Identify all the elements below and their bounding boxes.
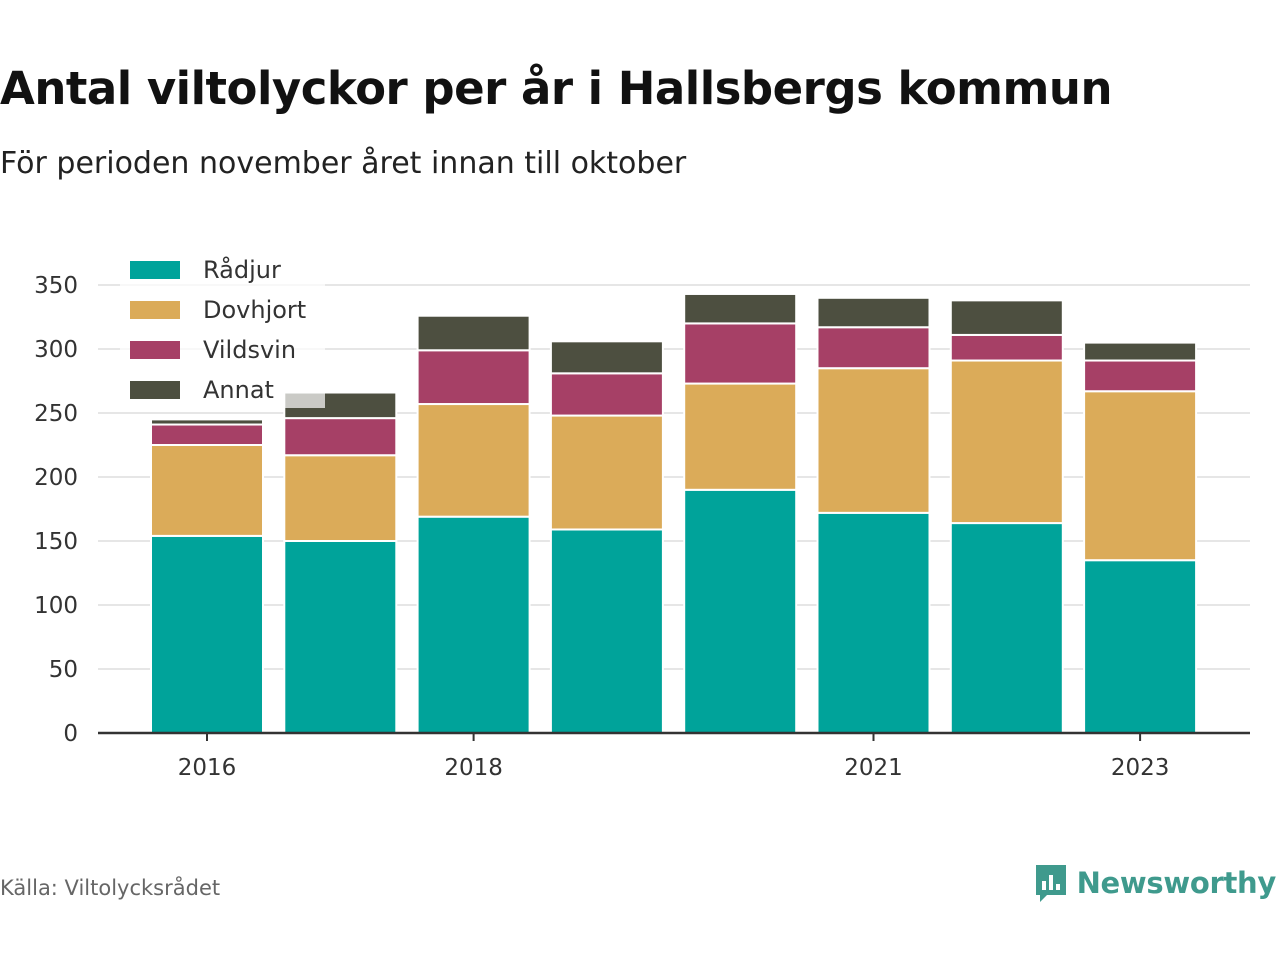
bar-segment <box>283 417 398 457</box>
source-note: Källa: Viltolycksrådet <box>0 876 221 900</box>
bar-segment <box>549 372 664 417</box>
bar-stack <box>1083 341 1198 735</box>
bar-stack <box>949 299 1064 734</box>
bar-segment <box>1083 559 1198 735</box>
y-tick-label: 100 <box>34 593 78 619</box>
bar-segment <box>283 454 398 543</box>
y-tick-label: 150 <box>34 529 78 555</box>
bar-segment <box>683 322 798 385</box>
y-axis-ticks: 0 50 100 150 200 250 300 350 <box>34 273 78 747</box>
x-axis-ticks: 2016 2018 2021 2023 <box>178 733 1170 781</box>
x-tick-label: 2016 <box>178 755 237 781</box>
bar-segment <box>416 515 531 734</box>
y-tick-label: 50 <box>49 657 78 683</box>
y-tick-label: 300 <box>34 337 78 363</box>
brand-logo[interactable]: Newsworthy <box>1033 862 1276 904</box>
bar-stack <box>683 292 798 734</box>
y-tick-label: 250 <box>34 401 78 427</box>
bar-segment <box>549 414 664 531</box>
bar-segment <box>150 423 264 447</box>
y-tick-label: 0 <box>63 721 78 747</box>
legend-label: Dovhjort <box>203 296 306 324</box>
chart-subtitle: För perioden november året innan till ok… <box>0 146 687 181</box>
y-tick-label: 350 <box>34 273 78 299</box>
bar-segment <box>816 511 931 734</box>
bar-stack <box>150 418 264 734</box>
bar-segment <box>416 403 531 518</box>
bar-stack <box>416 314 531 734</box>
bar-segment <box>416 314 531 352</box>
bar-segment <box>683 382 798 491</box>
bar-chart-speech-bubble-icon <box>1035 865 1066 902</box>
legend-label: Annat <box>203 376 274 404</box>
bar-segment <box>816 367 931 514</box>
x-tick-label: 2021 <box>844 755 903 781</box>
bar-segment <box>549 340 664 375</box>
chart-title: Antal viltolyckor per år i Hallsbergs ko… <box>0 62 1113 115</box>
legend: Rådjur Dovhjort Vildsvin Annat <box>120 250 325 408</box>
bar-stack <box>816 296 931 734</box>
legend-swatch <box>130 261 180 279</box>
bar-segment <box>1083 359 1198 393</box>
x-tick-label: 2023 <box>1111 755 1170 781</box>
y-tick-label: 200 <box>34 465 78 491</box>
bar-segment <box>683 292 798 325</box>
bar-stack <box>283 391 398 734</box>
bar-segment <box>1083 390 1198 562</box>
legend-swatch <box>130 301 180 319</box>
bar-segment <box>1083 341 1198 362</box>
bar-segment <box>949 522 1064 734</box>
stacked-bar-chart: 0 50 100 150 200 250 300 350 2016 2018 2021 2023 R… <box>34 250 1250 781</box>
bar-segment <box>150 534 264 734</box>
bars <box>150 292 1198 735</box>
bar-segment <box>150 444 264 537</box>
legend-label: Vildsvin <box>203 336 296 364</box>
bar-stack <box>549 340 664 735</box>
bar-segment <box>283 540 398 734</box>
legend-swatch <box>130 341 180 359</box>
legend-swatch <box>130 381 180 399</box>
bar-segment <box>816 326 931 370</box>
bar-segment <box>150 418 264 426</box>
bar-segment <box>949 359 1064 525</box>
bar-segment <box>949 333 1064 362</box>
bar-segment <box>683 488 798 734</box>
brand-name: Newsworthy <box>1076 866 1277 900</box>
bar-segment <box>549 528 664 735</box>
bar-segment <box>816 296 931 329</box>
bar-segment <box>949 299 1064 336</box>
x-tick-label: 2018 <box>444 755 503 781</box>
bar-segment <box>416 349 531 406</box>
legend-label: Rådjur <box>203 255 281 284</box>
